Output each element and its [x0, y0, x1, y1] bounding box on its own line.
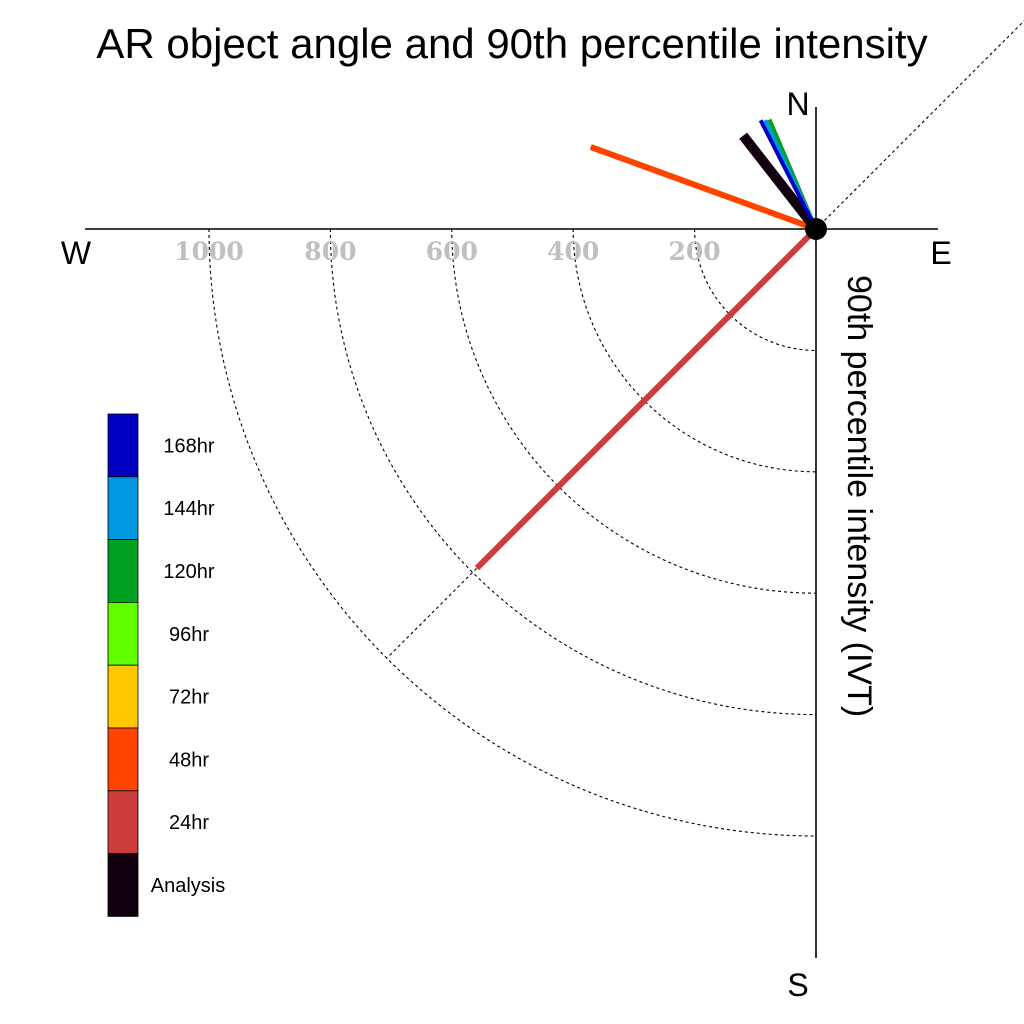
legend-swatch-24hr [107, 790, 139, 854]
radial-tick-label-1000: 1000 [174, 237, 244, 266]
legend-swatch-analysis [107, 853, 139, 917]
grid-ring-800 [329, 228, 817, 716]
legend-swatch-120hr [107, 539, 139, 603]
compass-west: W [61, 235, 92, 271]
legend-swatch-144hr [107, 476, 139, 540]
vector-48hr [589, 144, 818, 232]
legend-label-24hr: 24hr [169, 812, 209, 834]
legend-label-144hr: 144hr [163, 498, 214, 520]
grid-ring-200 [694, 228, 817, 351]
legend-label-analysis: Analysis [151, 875, 225, 897]
legend-swatch-48hr [107, 727, 139, 792]
legend-label-72hr: 72hr [169, 687, 209, 709]
radial-tick-label-400: 400 [547, 237, 599, 266]
legend: 168hr 144hr 120hr 96hr 72hr 48hr 24hr Analysis [107, 413, 225, 917]
grid-diagonal-sw [386, 228, 817, 659]
legend-label-168hr: 168hr [163, 435, 214, 457]
grid-ring-600 [451, 228, 817, 594]
legend-swatch-72hr [107, 664, 139, 729]
radial-tick-label-600: 600 [426, 237, 478, 266]
vector-24hr [474, 226, 819, 571]
vector-168hr [758, 119, 818, 230]
compass-south: S [787, 967, 808, 1003]
legend-label-120hr: 120hr [163, 561, 214, 583]
compass-north: N [786, 86, 809, 122]
radial-tick-label-800: 800 [304, 237, 356, 266]
radial-tick-labels: 200 400 600 800 1000 [174, 237, 720, 266]
compass-east: E [930, 235, 951, 271]
vector-analysis [739, 132, 820, 233]
grid-ring-400 [572, 228, 817, 473]
chart-title: AR object angle and 90th percentile inte… [96, 20, 927, 67]
legend-label-48hr: 48hr [169, 749, 209, 771]
legend-swatch-168hr [107, 413, 139, 478]
legend-label-96hr: 96hr [169, 624, 209, 646]
polar-grid [208, 20, 1024, 837]
legend-swatch-96hr [107, 602, 139, 666]
origin-marker [805, 218, 827, 240]
intensity-axis-label: 90th percentile intensity (IVT) [840, 275, 878, 717]
radial-tick-label-200: 200 [669, 237, 721, 266]
direction-vectors [474, 118, 820, 571]
